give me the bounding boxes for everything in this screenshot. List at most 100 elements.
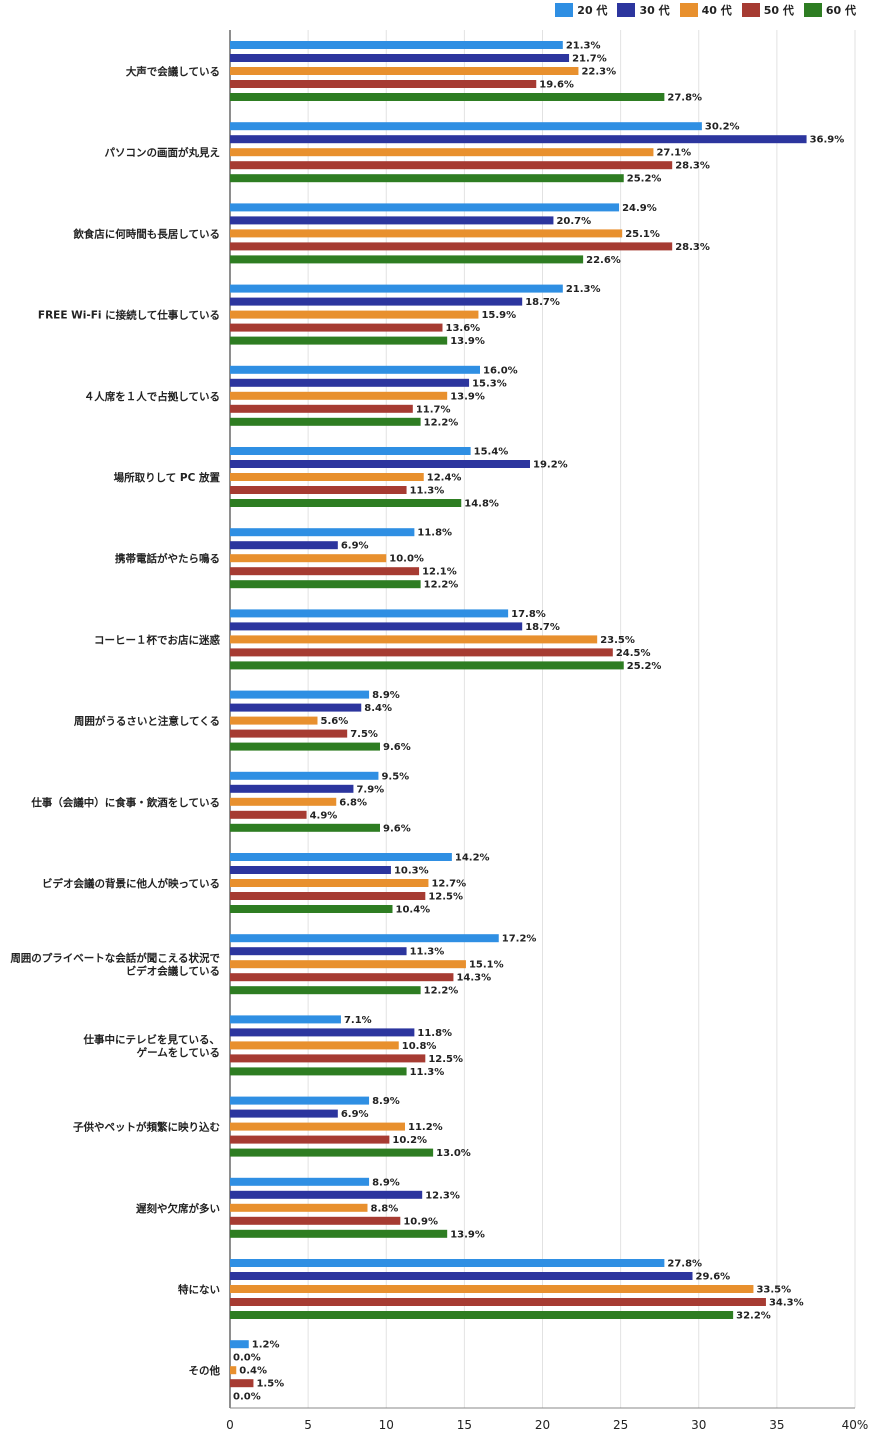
bar xyxy=(230,784,354,793)
legend-swatch xyxy=(803,3,822,17)
data-label: 10.0% xyxy=(389,554,424,565)
data-label: 17.2% xyxy=(502,934,537,945)
data-label: 9.6% xyxy=(383,742,411,753)
data-label: 33.5% xyxy=(756,1285,791,1296)
bar xyxy=(230,229,623,238)
data-label: 9.6% xyxy=(383,823,411,834)
bar xyxy=(230,310,479,319)
bar xyxy=(230,1109,338,1118)
bar xyxy=(230,635,598,644)
x-tick-label: 30 xyxy=(691,1418,706,1432)
data-label: 1.5% xyxy=(256,1379,284,1390)
category-label: その他 xyxy=(189,1364,221,1377)
data-label: 9.5% xyxy=(381,771,409,782)
data-label: 11.2% xyxy=(408,1122,443,1133)
bar xyxy=(230,866,391,874)
data-label: 0.0% xyxy=(233,1392,261,1403)
data-label: 17.8% xyxy=(511,609,546,620)
bar xyxy=(230,703,362,712)
data-label: 24.5% xyxy=(616,648,651,659)
data-label: 8.9% xyxy=(372,690,400,701)
data-label: 21.3% xyxy=(566,284,601,295)
data-label: 1.2% xyxy=(252,1340,280,1351)
legend-item: 30 代 xyxy=(617,2,670,18)
legend-label: 40 代 xyxy=(701,4,732,17)
bar xyxy=(230,284,563,293)
data-label: 8.4% xyxy=(364,703,392,714)
category-label: FREE Wi-Fi に接続して仕事している xyxy=(38,309,220,322)
bar xyxy=(230,1122,405,1131)
data-label: 12.2% xyxy=(424,417,459,428)
bar xyxy=(230,609,509,618)
data-label: 10.3% xyxy=(394,866,429,877)
bar xyxy=(230,567,420,576)
data-label: 8.9% xyxy=(372,1177,400,1188)
x-tick-label: 0 xyxy=(226,1418,234,1432)
data-label: 28.3% xyxy=(675,161,710,172)
data-label: 32.2% xyxy=(736,1311,771,1322)
data-label: 14.3% xyxy=(456,973,491,984)
bar xyxy=(230,1177,370,1186)
legend-item: 40 代 xyxy=(679,2,732,18)
category-label: 大声で会議している xyxy=(126,65,220,78)
data-label: 14.8% xyxy=(464,499,499,510)
legend-label: 30 代 xyxy=(639,4,670,17)
legend-item: 50 代 xyxy=(741,2,794,18)
data-label: 15.3% xyxy=(472,378,507,389)
data-label: 12.5% xyxy=(428,1054,463,1065)
bar xyxy=(230,879,429,887)
data-label: 12.2% xyxy=(424,986,459,997)
bar xyxy=(230,216,554,225)
data-label: 12.4% xyxy=(427,473,462,484)
bar xyxy=(230,892,426,900)
bar xyxy=(230,336,448,345)
data-label: 12.1% xyxy=(422,567,457,578)
data-label: 27.8% xyxy=(667,93,702,104)
bar xyxy=(230,297,523,306)
data-label: 25.1% xyxy=(625,229,660,240)
category-label: 子供やペットが頻繁に映り込む xyxy=(73,1121,220,1134)
bar xyxy=(230,54,570,62)
data-label: 7.9% xyxy=(356,784,384,795)
legend: 20 代 30 代 40 代 50 代 60 代 xyxy=(555,2,856,18)
bar xyxy=(230,378,470,387)
data-label: 7.1% xyxy=(344,1015,372,1026)
bar xyxy=(230,1285,754,1293)
data-label: 5.6% xyxy=(321,716,349,727)
data-label: 11.8% xyxy=(417,528,452,539)
data-label: 13.9% xyxy=(450,391,485,402)
bar xyxy=(230,1135,390,1144)
data-label: 27.1% xyxy=(656,148,691,159)
data-label: 4.9% xyxy=(310,810,338,821)
x-tick-label: 5 xyxy=(304,1418,312,1432)
data-label: 13.9% xyxy=(450,1229,485,1240)
bar xyxy=(230,973,454,982)
bar xyxy=(230,161,673,170)
x-tick-label: 20 xyxy=(535,1418,550,1432)
bar xyxy=(230,1298,766,1306)
data-label: 24.9% xyxy=(622,203,657,214)
bar xyxy=(230,486,407,494)
bar xyxy=(230,1148,434,1157)
bar xyxy=(230,67,579,75)
bar xyxy=(230,460,530,468)
data-label: 8.8% xyxy=(371,1203,399,1214)
bar xyxy=(230,690,370,699)
legend-swatch xyxy=(555,3,574,17)
bar xyxy=(230,554,387,563)
category-label: 遅刻や欠席が多い xyxy=(136,1202,220,1215)
bar xyxy=(230,742,380,751)
bar xyxy=(230,1311,734,1319)
data-label: 11.3% xyxy=(410,486,445,497)
data-label: 18.7% xyxy=(525,297,560,308)
bar xyxy=(230,255,584,264)
legend-label: 60 代 xyxy=(825,4,856,17)
bar xyxy=(230,1096,370,1105)
legend-swatch xyxy=(679,3,698,17)
bar xyxy=(230,1041,399,1050)
bar xyxy=(230,797,337,806)
bar xyxy=(230,417,421,426)
data-label: 23.5% xyxy=(600,635,635,646)
bar xyxy=(230,242,673,251)
